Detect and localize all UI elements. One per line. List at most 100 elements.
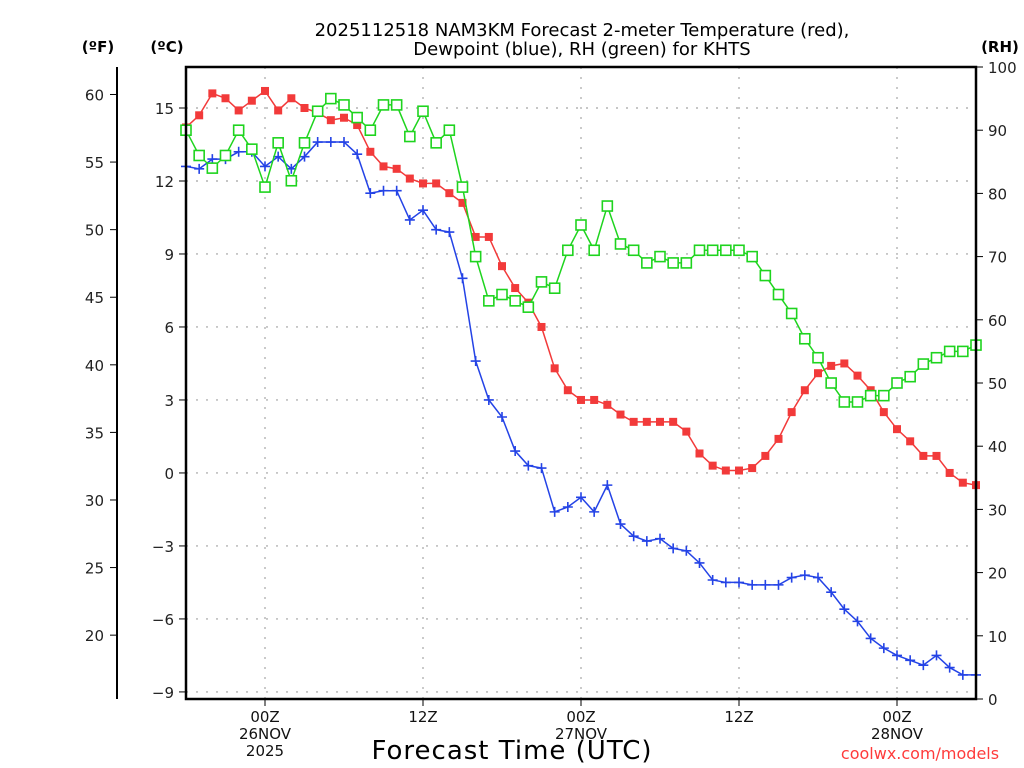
rh-point [311, 105, 324, 118]
data-series [180, 86, 982, 680]
rh-point [825, 377, 837, 389]
rh-point [891, 377, 903, 389]
rh-point [864, 389, 877, 402]
time-tick-label: 12Z [724, 708, 753, 726]
temperature-point [392, 164, 401, 173]
rh-point [680, 257, 693, 269]
temperature-point [932, 451, 941, 460]
celsius-axis: 15 12 9 6 3 0 −3 −6 −9 [152, 100, 186, 702]
rh-point [812, 351, 824, 364]
dewpoint-point [562, 502, 573, 513]
rh-point [390, 99, 403, 111]
dewpoint-point [878, 643, 889, 654]
temperature-point [247, 96, 256, 105]
dewpoint-point [747, 579, 758, 590]
rh-point [509, 295, 521, 307]
rh-point [957, 345, 969, 358]
temperature-point [353, 121, 362, 130]
dewpoint-point [325, 137, 336, 148]
temperature-point [537, 322, 546, 331]
dewpoint-point [655, 533, 665, 544]
rh-point [601, 200, 614, 212]
celsius-tick-label: −9 [152, 684, 174, 702]
rh-point [654, 250, 666, 263]
rh-point [733, 244, 745, 257]
temperature-point [445, 189, 454, 198]
rh-point [851, 396, 864, 408]
temperature-point [761, 451, 770, 460]
rh-point [917, 358, 930, 370]
chart-title-line-2: Dewpoint (blue), RH (green) for KHTS [413, 39, 750, 60]
temperature-point [458, 198, 467, 207]
rh-tick-label: 10 [988, 628, 1007, 646]
rh-point [562, 244, 574, 257]
dewpoint-point [734, 577, 744, 588]
rh-point [298, 137, 311, 149]
fahrenheit-tick-label: 45 [85, 289, 104, 307]
rh-point [799, 332, 811, 345]
temperature-point [195, 111, 204, 120]
rh-point [772, 288, 785, 301]
rh-point [746, 250, 758, 263]
temperature-point [405, 174, 414, 183]
fahrenheit-tick-label: 30 [85, 492, 104, 510]
dewpoint-point [299, 151, 310, 162]
dewpoint-point [813, 572, 823, 583]
rh-point [364, 124, 377, 136]
celsius-tick-label: −6 [152, 611, 174, 629]
temperature-point [221, 94, 230, 103]
dewpoint-point [497, 411, 507, 422]
series-dewpoint [181, 137, 981, 680]
dewpoint-point [576, 492, 586, 503]
temperature-point [616, 410, 625, 419]
rh-point [285, 174, 298, 187]
rh-point [219, 149, 232, 162]
rh-point [693, 244, 706, 257]
rh-point [496, 288, 508, 301]
rh-point [246, 143, 258, 155]
rh-point [522, 301, 535, 313]
dewpoint-point [470, 356, 481, 367]
time-tick-label: 00Z [250, 708, 279, 726]
temperature-point [550, 364, 559, 373]
dewpoint-point [773, 579, 784, 590]
dewpoint-point [260, 161, 270, 172]
dewpoint-point [694, 557, 705, 568]
celsius-tick-label: 3 [164, 392, 174, 410]
x-axis-title: Forecast Time (UTC) [371, 736, 652, 766]
rh-tick-label: 60 [988, 312, 1007, 330]
time-tick-label: 2025 [246, 742, 284, 760]
rh-point [193, 149, 205, 162]
dewpoint-point [760, 579, 771, 590]
rh-point [259, 181, 271, 193]
rh-unit-label: (RH) [981, 38, 1019, 56]
temperature-point [906, 437, 915, 446]
fahrenheit-tick-label: 60 [85, 86, 104, 104]
temperature-point [340, 113, 348, 122]
rh-point [904, 370, 916, 383]
dewpoint-point [312, 137, 323, 148]
rh-point [627, 244, 640, 257]
rh-point [351, 111, 363, 124]
rh-point [443, 124, 456, 136]
rh-tick-label: 90 [988, 122, 1007, 140]
dewpoint-point [233, 146, 244, 157]
temperature-point [669, 417, 678, 426]
dewpoint-point [931, 650, 942, 661]
time-tick-label: 12Z [408, 708, 437, 726]
dewpoint-point [839, 604, 850, 615]
temperature-point [432, 179, 441, 188]
rh-point [325, 92, 337, 105]
time-tick-label: 00Z [566, 708, 595, 726]
rh-point [417, 105, 429, 118]
rh-point [720, 244, 732, 257]
rh-point [469, 250, 482, 263]
rh-point [667, 257, 679, 269]
chart-title-line-1: 2025112518 NAM3KM Forecast 2-meter Tempe… [315, 20, 850, 41]
grid-lines [186, 67, 976, 699]
rh-tick-label: 80 [988, 185, 1007, 203]
temperature-point [708, 461, 717, 470]
temperature-point [853, 371, 862, 380]
